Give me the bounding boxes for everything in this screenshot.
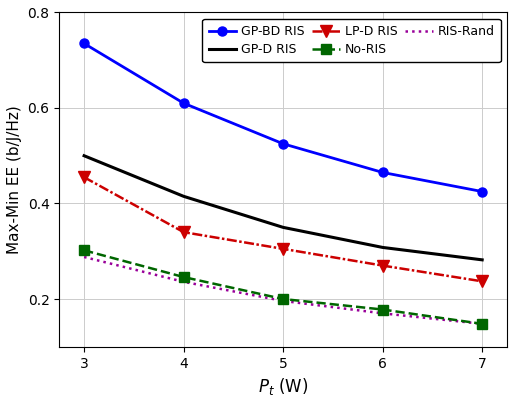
RIS-Rand — [379, 311, 386, 316]
Legend: GP-BD RIS, GP-D RIS, LP-D RIS, No-RIS, RIS-Rand: GP-BD RIS, GP-D RIS, LP-D RIS, No-RIS, R… — [203, 19, 501, 62]
LP-D RIS — [379, 263, 386, 268]
No-RIS — [81, 248, 87, 253]
Line: GP-BD RIS: GP-BD RIS — [80, 39, 487, 196]
GP-BD RIS — [479, 189, 485, 194]
LP-D RIS — [280, 246, 286, 251]
GP-D RIS — [180, 194, 187, 199]
No-RIS — [280, 297, 286, 301]
Line: RIS-Rand: RIS-Rand — [84, 257, 482, 324]
GP-D RIS — [280, 225, 286, 230]
GP-BD RIS — [81, 41, 87, 46]
No-RIS — [379, 307, 386, 312]
Y-axis label: Max-Min EE (b/J/Hz): Max-Min EE (b/J/Hz) — [7, 105, 22, 254]
LP-D RIS — [81, 175, 87, 180]
RIS-Rand — [479, 322, 485, 326]
LP-D RIS — [479, 279, 485, 284]
RIS-Rand — [81, 255, 87, 259]
LP-D RIS — [180, 230, 187, 235]
RIS-Rand — [280, 299, 286, 303]
GP-BD RIS — [379, 170, 386, 175]
GP-D RIS — [479, 257, 485, 262]
X-axis label: $P_t$ (W): $P_t$ (W) — [258, 376, 308, 397]
No-RIS — [479, 322, 485, 326]
GP-BD RIS — [280, 141, 286, 146]
Line: LP-D RIS: LP-D RIS — [79, 172, 488, 287]
RIS-Rand — [180, 280, 187, 284]
Line: No-RIS: No-RIS — [80, 246, 487, 328]
GP-D RIS — [379, 245, 386, 250]
GP-BD RIS — [180, 101, 187, 105]
No-RIS — [180, 275, 187, 280]
Line: GP-D RIS: GP-D RIS — [84, 156, 482, 260]
GP-D RIS — [81, 153, 87, 158]
